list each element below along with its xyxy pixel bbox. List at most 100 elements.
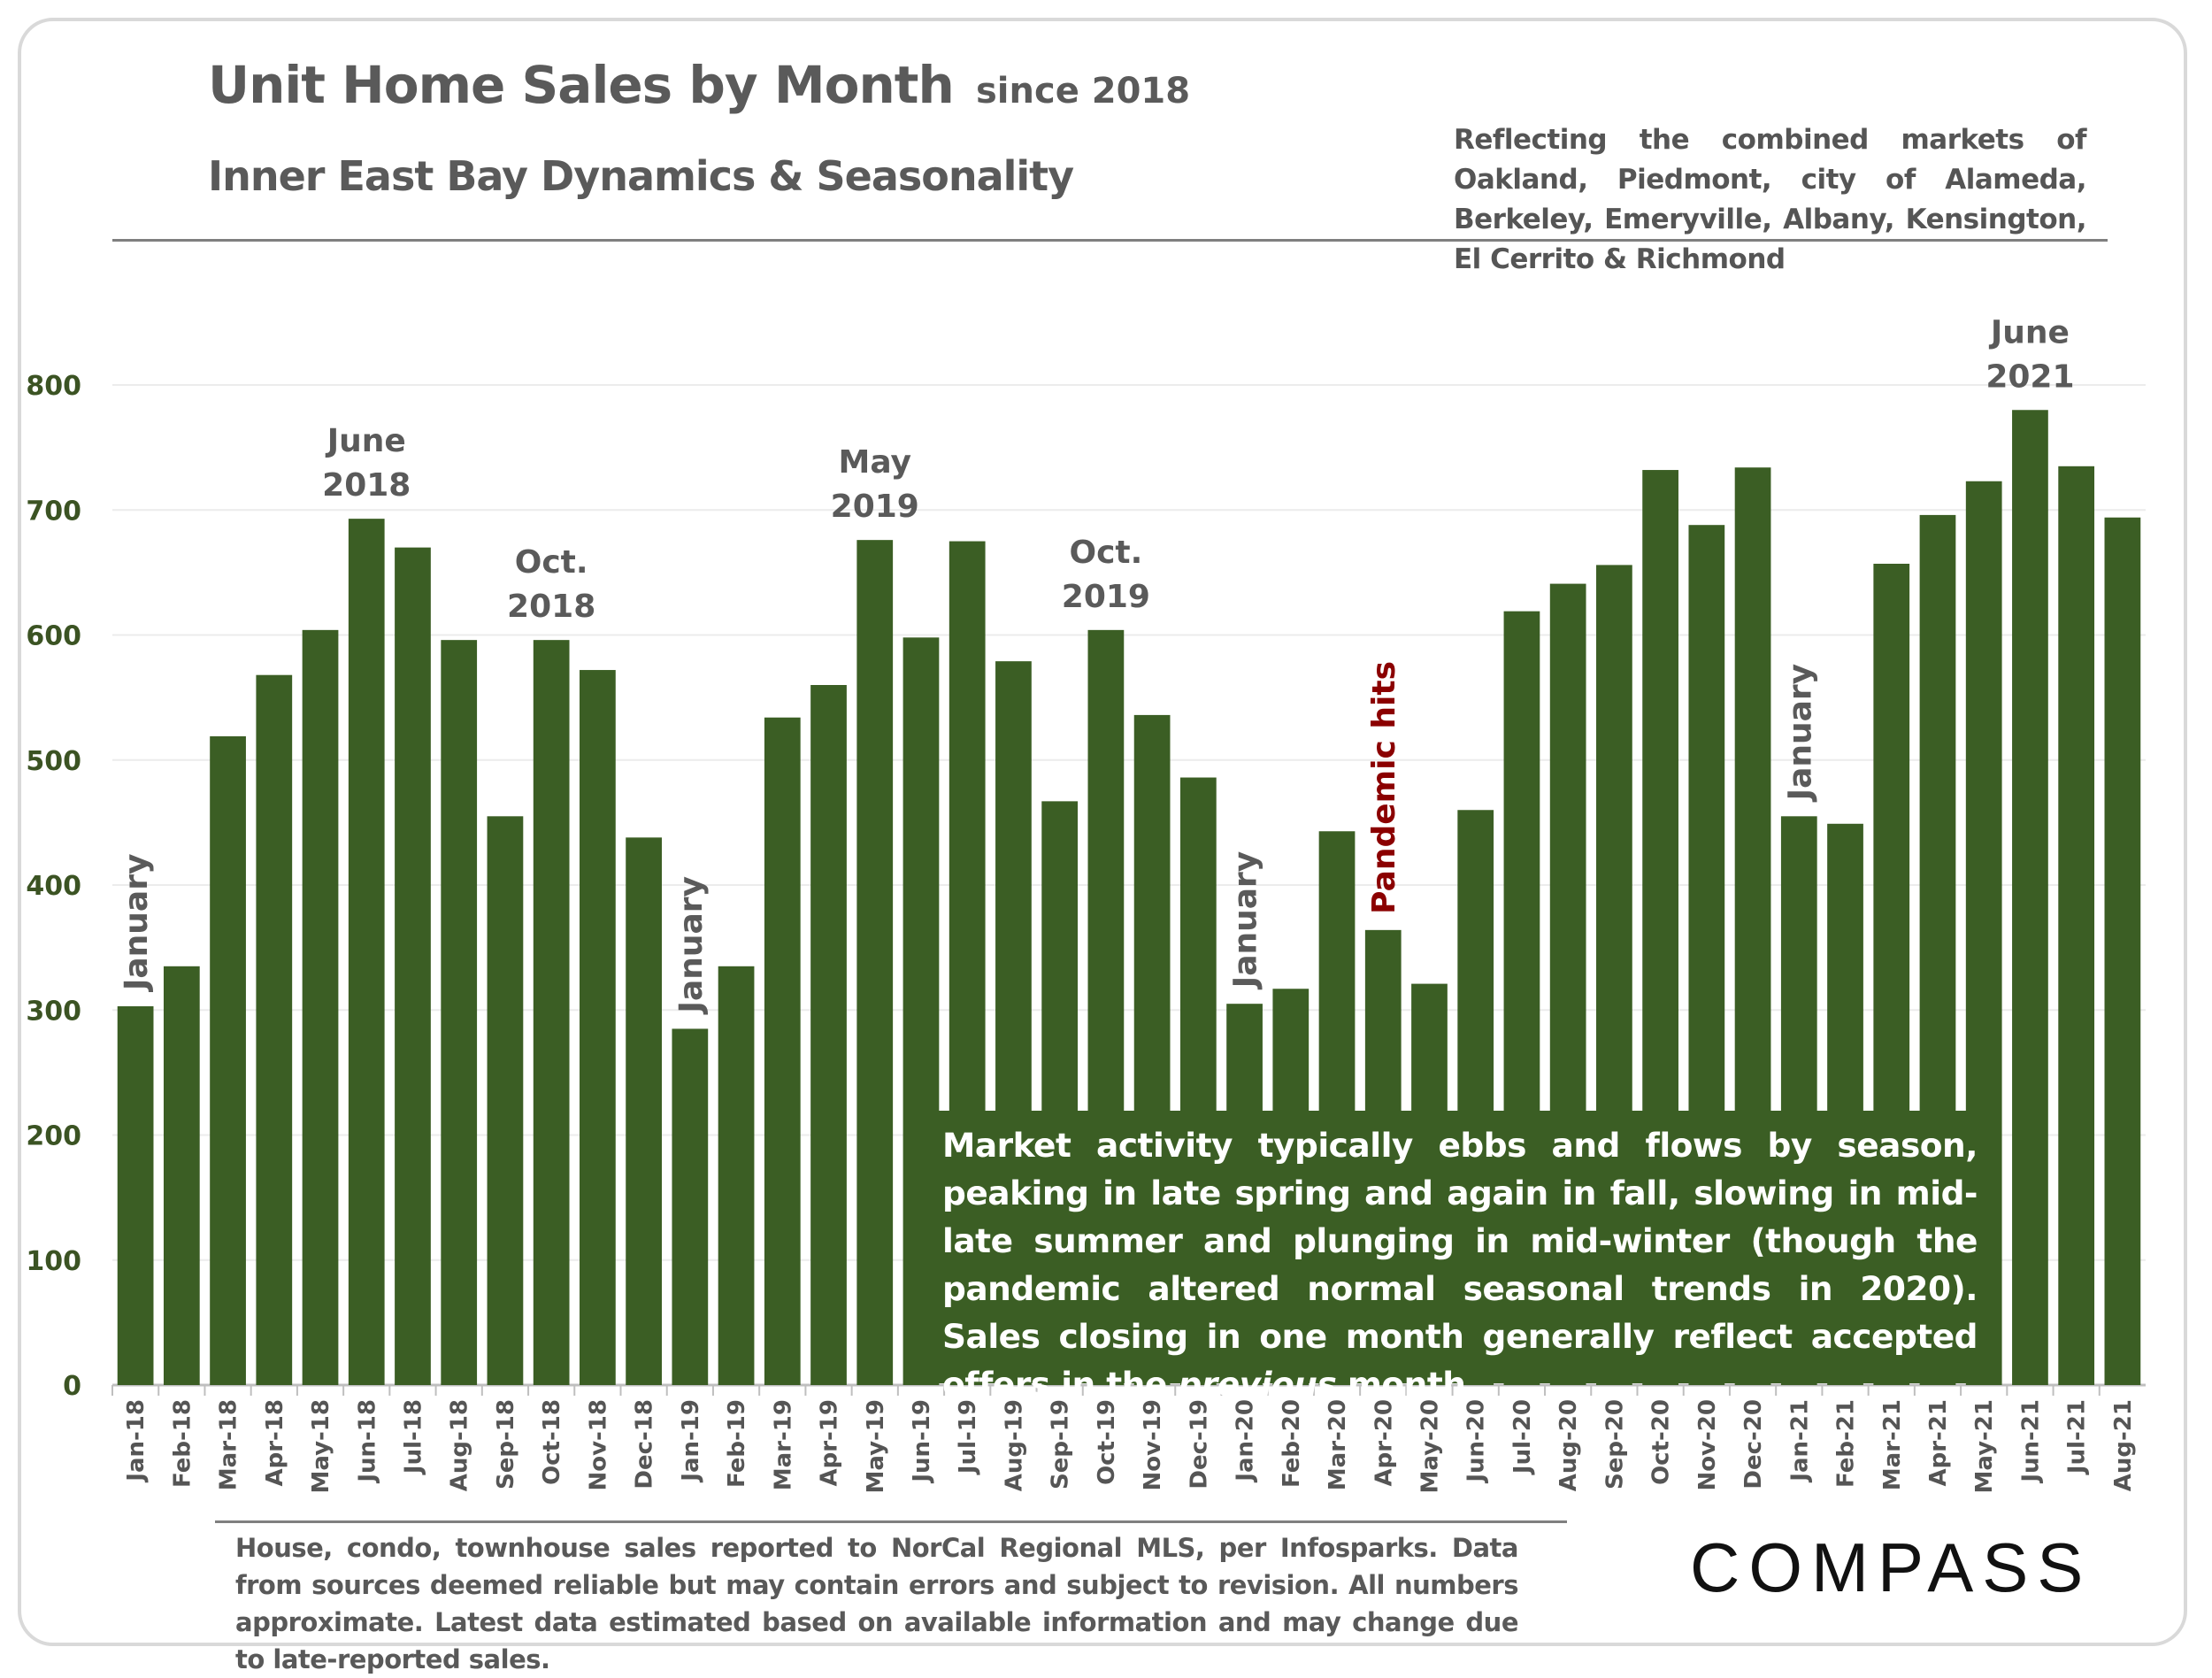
x-tick-label: Nov-20 — [1694, 1399, 1721, 1491]
annotation-label: 2019 — [831, 489, 919, 525]
annotation-label: Oct. — [1069, 535, 1142, 571]
y-tick-label: 0 — [63, 1371, 81, 1402]
x-tick-label: Jul-19 — [955, 1399, 981, 1475]
x-tick-label: Apr-21 — [1925, 1399, 1952, 1487]
annotations: January June 2018 Oct. 2018 January May 2019 Oct… — [119, 314, 2074, 1015]
x-tick-label: Aug-19 — [1001, 1399, 1027, 1491]
header-divider — [112, 239, 2108, 242]
bar — [856, 540, 894, 1385]
y-tick-label: 800 — [26, 371, 81, 402]
x-tick-label: Aug-21 — [2110, 1399, 2137, 1491]
commentary-text-main: Market activity typically ebbs and flows… — [942, 1126, 1978, 1404]
commentary-box: Market activity typically ebbs and flows… — [925, 1111, 1995, 1404]
x-tick-label: Jul-20 — [1509, 1399, 1536, 1475]
x-tick-label: Dec-19 — [1186, 1399, 1212, 1489]
x-tick-label: Sep-20 — [1601, 1399, 1628, 1489]
source-footnote: House, condo, townhouse sales reported t… — [235, 1533, 1519, 1674]
y-tick-label: 300 — [26, 996, 81, 1027]
x-tick-label: Sep-18 — [493, 1399, 519, 1489]
x-tick-label: Jul-18 — [400, 1399, 426, 1475]
bar — [395, 547, 431, 1385]
chart-subtitle: Inner East Bay Dynamics & Seasonality — [208, 152, 1074, 200]
bar — [487, 816, 524, 1385]
bar — [580, 670, 616, 1385]
footnote-divider — [215, 1520, 1567, 1523]
bar — [764, 717, 801, 1385]
x-tick-label: Feb-19 — [724, 1399, 750, 1488]
bar — [2012, 410, 2048, 1385]
bar — [533, 640, 570, 1385]
annotation-label: January — [1228, 851, 1264, 990]
x-tick-label: Jan-20 — [1233, 1399, 1259, 1483]
x-tick-label: May-18 — [308, 1399, 334, 1494]
bar — [348, 519, 385, 1385]
annotation-label: June — [1988, 314, 2070, 350]
x-tick-label: Dec-20 — [1740, 1399, 1767, 1489]
y-tick-label: 600 — [26, 621, 81, 652]
bar — [256, 674, 293, 1385]
x-tick-label: Jan-19 — [678, 1399, 704, 1483]
bar — [117, 1006, 154, 1385]
y-axis-ticks: 0 100 200 300 400 500 600 700 800 — [26, 371, 81, 1402]
x-tick-label: Apr-18 — [262, 1399, 288, 1487]
x-axis-ticks: Jan-18 Feb-18 Mar-18 Apr-18 May-18 Jun-18 Jul-… — [123, 1399, 2137, 1494]
x-tick-label: Sep-19 — [1048, 1399, 1074, 1489]
x-tick-label: Jun-18 — [354, 1399, 380, 1484]
x-tick-label: Jul-21 — [2064, 1399, 2091, 1475]
commentary-emphasis: previous — [1178, 1365, 1337, 1404]
x-tick-label: Oct-18 — [539, 1399, 565, 1485]
bar — [2104, 517, 2141, 1385]
commentary-text-end: month. — [1336, 1365, 1479, 1404]
annotation-label: 2021 — [1985, 358, 2074, 395]
x-tick-label: Jun-20 — [1463, 1399, 1490, 1484]
x-tick-label: Mar-20 — [1325, 1399, 1351, 1490]
x-tick-label: Jun-21 — [2017, 1399, 2044, 1484]
y-tick-label: 500 — [26, 746, 81, 777]
chart-title-suffix: since 2018 — [975, 71, 1191, 112]
x-tick-label: Apr-19 — [817, 1399, 843, 1487]
x-tick-label: Jan-18 — [123, 1399, 150, 1483]
annotation-label: 2019 — [1062, 579, 1150, 615]
x-tick-label: May-19 — [863, 1399, 889, 1494]
bar — [2058, 466, 2095, 1385]
chart-title: Unit Home Sales by Month since 2018 — [208, 55, 1190, 115]
bar — [163, 966, 200, 1385]
annotation-label: 2018 — [507, 589, 595, 625]
x-tick-label: Dec-18 — [632, 1399, 658, 1489]
bar — [672, 1028, 709, 1385]
annotation-label: January — [119, 854, 155, 993]
y-tick-label: 100 — [26, 1246, 81, 1277]
bar — [441, 640, 478, 1385]
x-tick-label: Apr-20 — [1371, 1399, 1397, 1487]
annotation-label: 2018 — [322, 467, 411, 504]
x-tick-label: Feb-20 — [1279, 1399, 1305, 1488]
bar — [626, 837, 662, 1385]
x-tick-label: Nov-19 — [1140, 1399, 1166, 1491]
y-tick-label: 400 — [26, 871, 81, 902]
x-tick-label: May-21 — [1971, 1399, 1998, 1494]
bar — [810, 685, 847, 1385]
x-tick-label: Nov-18 — [585, 1399, 611, 1491]
annotation-label: January — [1782, 664, 1818, 803]
annotation-label: Pandemic hits — [1366, 661, 1402, 914]
y-tick-label: 200 — [26, 1121, 81, 1152]
markets-description: Reflecting the combined markets of Oakla… — [1454, 124, 2087, 275]
bar — [210, 735, 246, 1385]
x-tick-label: Aug-18 — [447, 1399, 473, 1491]
annotation-label: May — [839, 444, 911, 481]
bar — [718, 966, 755, 1385]
x-tick-label: Mar-21 — [1879, 1399, 1906, 1490]
chart-title-main: Unit Home Sales by Month — [208, 55, 955, 115]
x-tick-label: Mar-19 — [770, 1399, 796, 1490]
x-tick-label: Oct-19 — [1094, 1399, 1120, 1485]
x-tick-label: Feb-18 — [169, 1399, 196, 1488]
annotation-label: January — [673, 876, 710, 1015]
compass-logo: COMPASS — [1690, 1528, 2093, 1606]
x-tick-label: Mar-18 — [216, 1399, 242, 1490]
x-tick-label: Oct-20 — [1648, 1399, 1675, 1485]
bar — [302, 629, 339, 1385]
x-tick-label: May-20 — [1417, 1399, 1443, 1494]
x-tick-label: Feb-21 — [1833, 1399, 1860, 1488]
x-tick-label: Jun-19 — [909, 1399, 935, 1484]
